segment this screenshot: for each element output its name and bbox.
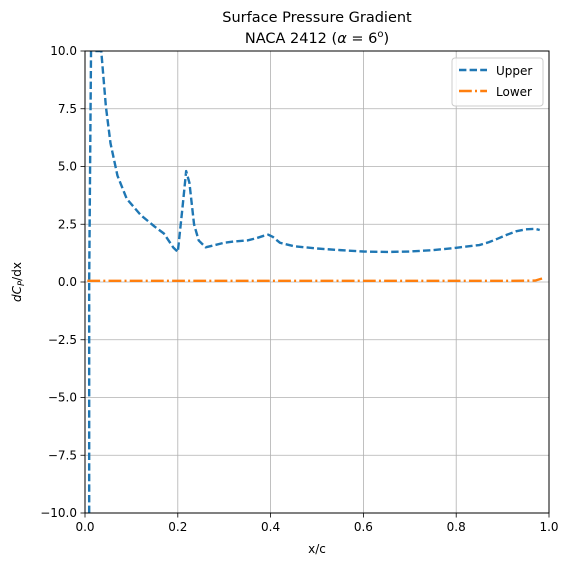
x-axis-label: x/c	[308, 542, 326, 556]
subtitle-alpha: α	[337, 31, 347, 47]
y-tick-label: −7.5	[48, 448, 77, 462]
x-tick-label: 0.4	[261, 520, 280, 534]
x-tick-label: 0.2	[168, 520, 187, 534]
y-tick-label: 7.5	[58, 102, 77, 116]
y-label-italic: dC	[10, 285, 24, 302]
y-label-sub: P	[17, 280, 27, 286]
y-axis-label: dCP/dx	[10, 262, 27, 302]
axis-ticks: 0.0 0.2 0.4 0.6 0.8 1.0 −10.0 −7.5 −5.0 −2.5 0.0 2.…	[40, 44, 558, 534]
series-line-upper	[87, 51, 541, 513]
x-tick-label: 0.8	[447, 520, 466, 534]
y-tick-label: 10.0	[50, 44, 77, 58]
subtitle-eq: = 6	[347, 31, 378, 47]
y-tick-label: 0.0	[58, 275, 77, 289]
x-tick-label: 0.6	[354, 520, 373, 534]
subtitle-sup: o	[377, 29, 383, 40]
x-tick-label: 1.0	[539, 520, 558, 534]
legend: Upper Lower	[451, 57, 544, 107]
chart-subtitle: NACA 2412 (α = 6o)	[245, 29, 389, 47]
chart-title: Surface Pressure Gradient	[222, 10, 412, 26]
y-label-rest: /dx	[10, 262, 24, 281]
y-tick-label: 5.0	[58, 160, 77, 174]
y-tick-label: −10.0	[40, 506, 77, 520]
subtitle-prefix: NACA 2412 (	[245, 31, 337, 47]
y-tick-label: −2.5	[48, 333, 77, 347]
legend-label-upper: Upper	[496, 64, 532, 78]
series-layer	[87, 51, 543, 513]
y-tick-label: 2.5	[58, 217, 77, 231]
y-tick-label: −5.0	[48, 391, 77, 405]
subtitle-suffix: )	[383, 31, 389, 47]
series-line-lower	[87, 277, 543, 283]
legend-label-lower: Lower	[496, 85, 532, 99]
x-tick-label: 0.0	[75, 520, 94, 534]
